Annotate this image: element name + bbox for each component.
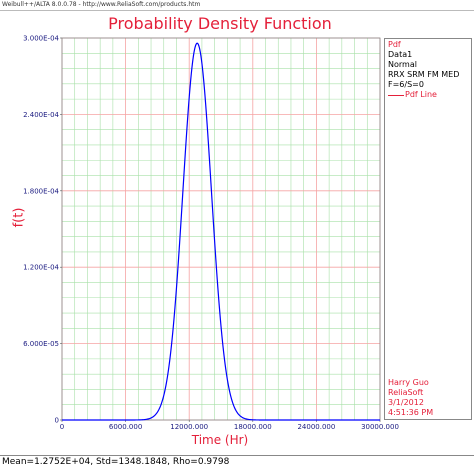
y-tick-label: 2.400E-04 — [23, 111, 59, 119]
legend-author: Harry Guo — [388, 378, 429, 387]
legend-header: Pdf — [388, 40, 401, 49]
x-tick-label: 30000.000 — [361, 423, 399, 431]
y-tick-label: 1.800E-04 — [23, 187, 59, 195]
x-axis-label: Time (Hr) — [191, 433, 249, 447]
window-title: Weibull++/ALTA 8.0.0.78 - http://www.Rel… — [2, 1, 201, 8]
plot-border — [61, 37, 381, 421]
legend-data-name: Data1 — [388, 50, 413, 59]
x-tick-label: 18000.000 — [234, 423, 272, 431]
legend-date: 3/1/2012 — [388, 398, 424, 407]
x-tick-label: 24000.000 — [297, 423, 335, 431]
x-tick-label: 6000.000 — [109, 423, 142, 431]
x-tick-label: 12000.000 — [170, 423, 208, 431]
y-tick-label: 6.000E-05 — [23, 340, 59, 348]
y-tick-label: 0 — [55, 417, 59, 425]
x-tick-label: 0 — [60, 423, 64, 431]
status-text: Mean=1.2752E+04, Std=1348.1848, Rho=0.97… — [2, 457, 230, 467]
legend-failures: F=6/S=0 — [388, 80, 424, 89]
legend-series-key: Pdf Line — [388, 90, 472, 100]
status-bar: Mean=1.2752E+04, Std=1348.1848, Rho=0.97… — [0, 455, 474, 468]
legend-time: 4:51:36 PM — [388, 408, 434, 417]
legend-line-swatch — [388, 94, 404, 96]
pdf-line — [62, 42, 380, 421]
plot-area — [62, 38, 380, 420]
legend-signature: Harry Guo ReliaSoft 3/1/2012 4:51:36 PM — [388, 378, 472, 418]
chart-title: Probability Density Function — [108, 14, 332, 33]
legend-series-label: Pdf Line — [405, 90, 437, 99]
legend-method: RRX SRM FM MED — [388, 70, 460, 79]
y-tick-label: 1.200E-04 — [23, 264, 59, 272]
legend-info: Pdf Data1 Normal RRX SRM FM MED F=6/S=0 … — [388, 40, 472, 100]
window-title-bar: Weibull++/ALTA 8.0.0.78 - http://www.Rel… — [0, 0, 474, 10]
chart-frame — [0, 10, 474, 455]
legend-company: ReliaSoft — [388, 388, 424, 397]
y-tick-label: 3.000E-04 — [23, 35, 59, 43]
legend-distribution: Normal — [388, 60, 417, 69]
legend-panel: Pdf Data1 Normal RRX SRM FM MED F=6/S=0 … — [384, 38, 472, 420]
